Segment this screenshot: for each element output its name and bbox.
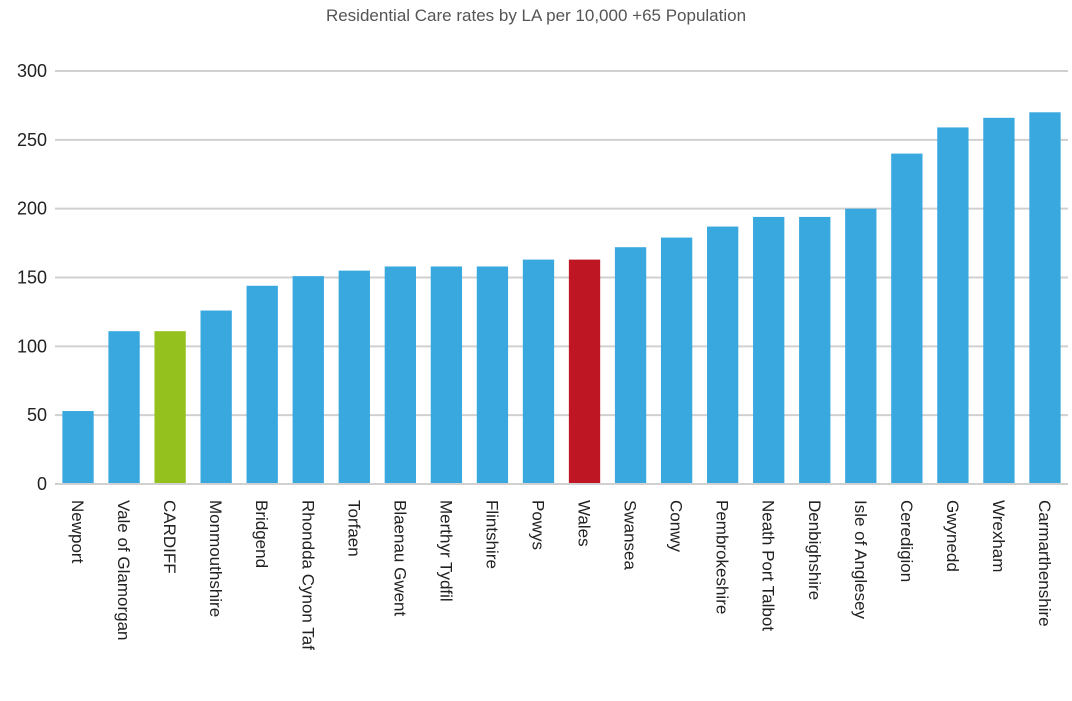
bar [338,270,370,484]
bar [476,266,509,484]
bar [753,216,785,484]
x-tick-label: Ceredigion [897,500,916,582]
y-tick-label: 150 [17,268,47,288]
x-tick-label: Blaenau Gwent [390,500,409,617]
x-tick-label: Neath Port Talbot [759,500,778,631]
bar [660,237,693,484]
bar [707,226,739,484]
bar [108,331,140,484]
bar [983,117,1015,484]
x-tick-label: Vale of Glamorgan [114,500,133,640]
x-tick-label: Newport [68,500,87,564]
y-tick-label: 250 [17,130,47,150]
x-tick-label: Isle of Anglesey [851,500,870,620]
bar [246,285,278,484]
y-tick-label: 200 [17,199,47,219]
x-tick-label: Powys [528,500,547,550]
bar [292,276,324,484]
bar [937,127,969,485]
x-tick-label: CARDIFF [160,500,179,574]
bar [614,247,647,484]
y-tick-label: 0 [37,474,47,494]
x-tick-label: Carmarthenshire [1035,500,1054,627]
bar [522,259,555,484]
x-tick-label: Swansea [621,500,640,570]
chart-title: Residential Care rates by LA per 10,000 … [325,6,747,25]
x-tick-label: Gwynedd [943,500,962,572]
bar [154,331,186,484]
x-tick-label: Pembrokeshire [713,500,732,614]
x-tick-label: Merthyr Tydfil [436,500,455,602]
bar [384,266,416,484]
x-tick-label: Wales [575,500,594,547]
x-tick-label: Torfaen [344,500,363,557]
bar [845,208,877,484]
x-tick-label: Monmouthshire [206,500,225,617]
x-tick-label: Bridgend [252,500,271,568]
x-tick-label: Flintshire [482,500,501,569]
bar [1029,112,1061,485]
bar [62,411,94,484]
bar [430,266,463,484]
y-tick-label: 100 [17,336,47,356]
bar [200,310,232,484]
y-tick-label: 300 [17,61,47,81]
bar [891,153,923,484]
y-tick-label: 50 [27,405,47,425]
x-tick-label: Conwy [667,500,686,552]
bar [568,259,601,484]
x-tick-label: Rhondda Cynon Taf [298,500,317,650]
x-tick-label: Wrexham [989,500,1008,572]
x-tick-label: Denbighshire [805,500,824,600]
bar [799,216,831,484]
